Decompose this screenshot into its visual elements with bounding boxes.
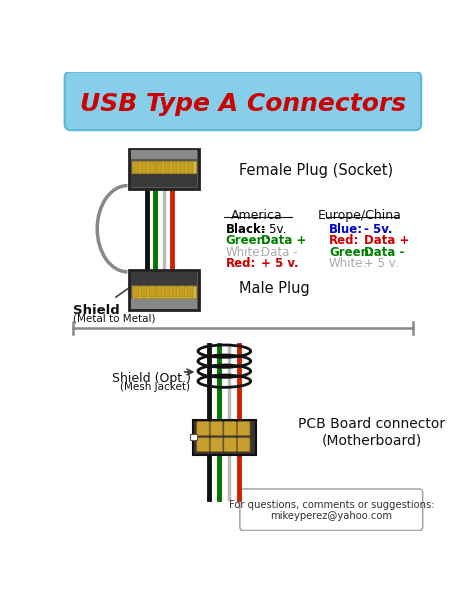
- Bar: [172, 162, 177, 173]
- Bar: [164, 162, 170, 173]
- Text: Shield (Opt.): Shield (Opt.): [112, 372, 191, 385]
- FancyBboxPatch shape: [210, 438, 223, 452]
- Bar: [192, 420, 256, 455]
- Bar: [129, 149, 199, 189]
- FancyBboxPatch shape: [197, 421, 209, 435]
- Bar: [130, 150, 197, 159]
- FancyBboxPatch shape: [197, 438, 209, 452]
- Text: Data -: Data -: [364, 245, 404, 259]
- Text: For questions, comments or suggestions:
mikeyperez@yahoo.com: For questions, comments or suggestions: …: [228, 500, 434, 521]
- FancyBboxPatch shape: [64, 72, 421, 130]
- Text: Data -: Data -: [261, 245, 297, 259]
- Text: Red:: Red:: [226, 257, 256, 270]
- FancyBboxPatch shape: [224, 438, 237, 452]
- Text: Green:: Green:: [226, 234, 271, 247]
- Bar: [164, 287, 170, 297]
- Bar: [141, 287, 147, 297]
- Bar: [172, 287, 177, 297]
- Text: Male Plug: Male Plug: [239, 281, 310, 296]
- Bar: [190, 433, 197, 441]
- Bar: [141, 162, 147, 173]
- Bar: [156, 287, 162, 297]
- Text: Data +: Data +: [364, 234, 409, 247]
- Text: White:: White:: [226, 245, 264, 259]
- Text: Blue:: Blue:: [329, 223, 363, 236]
- Bar: [130, 174, 197, 187]
- Bar: [179, 162, 185, 173]
- Text: (Mesh Jacket): (Mesh Jacket): [120, 382, 190, 392]
- Text: - 5v.: - 5v.: [261, 223, 286, 236]
- Bar: [130, 298, 197, 309]
- Bar: [132, 286, 196, 298]
- FancyBboxPatch shape: [237, 421, 250, 435]
- Text: + 5 v.: + 5 v.: [261, 257, 298, 270]
- Bar: [149, 287, 155, 297]
- Text: Female Plug (Socket): Female Plug (Socket): [239, 163, 393, 178]
- Text: + 5 v.: + 5 v.: [364, 257, 399, 270]
- Text: America: America: [231, 209, 283, 221]
- Bar: [134, 287, 139, 297]
- Text: - 5v.: - 5v.: [364, 223, 392, 236]
- Bar: [129, 270, 199, 310]
- Text: Europe/China: Europe/China: [318, 209, 402, 221]
- Text: Black:: Black:: [226, 223, 266, 236]
- Bar: [179, 287, 185, 297]
- Text: Red:: Red:: [329, 234, 359, 247]
- Bar: [187, 287, 192, 297]
- Bar: [156, 162, 162, 173]
- FancyBboxPatch shape: [240, 489, 423, 531]
- Text: Green:: Green:: [329, 245, 374, 259]
- Bar: [130, 272, 197, 285]
- Text: Shield: Shield: [73, 304, 120, 317]
- Bar: [134, 162, 139, 173]
- Text: Data +: Data +: [261, 234, 306, 247]
- Bar: [149, 162, 155, 173]
- Bar: [132, 161, 196, 173]
- FancyBboxPatch shape: [224, 421, 237, 435]
- Text: USB Type A Connectors: USB Type A Connectors: [80, 92, 406, 116]
- Text: (Metal to Metal): (Metal to Metal): [73, 313, 155, 324]
- Bar: [187, 162, 192, 173]
- Text: PCB Board connector
(Motherboard): PCB Board connector (Motherboard): [298, 417, 445, 447]
- FancyBboxPatch shape: [237, 438, 250, 452]
- FancyBboxPatch shape: [210, 421, 223, 435]
- Text: White:: White:: [329, 257, 367, 270]
